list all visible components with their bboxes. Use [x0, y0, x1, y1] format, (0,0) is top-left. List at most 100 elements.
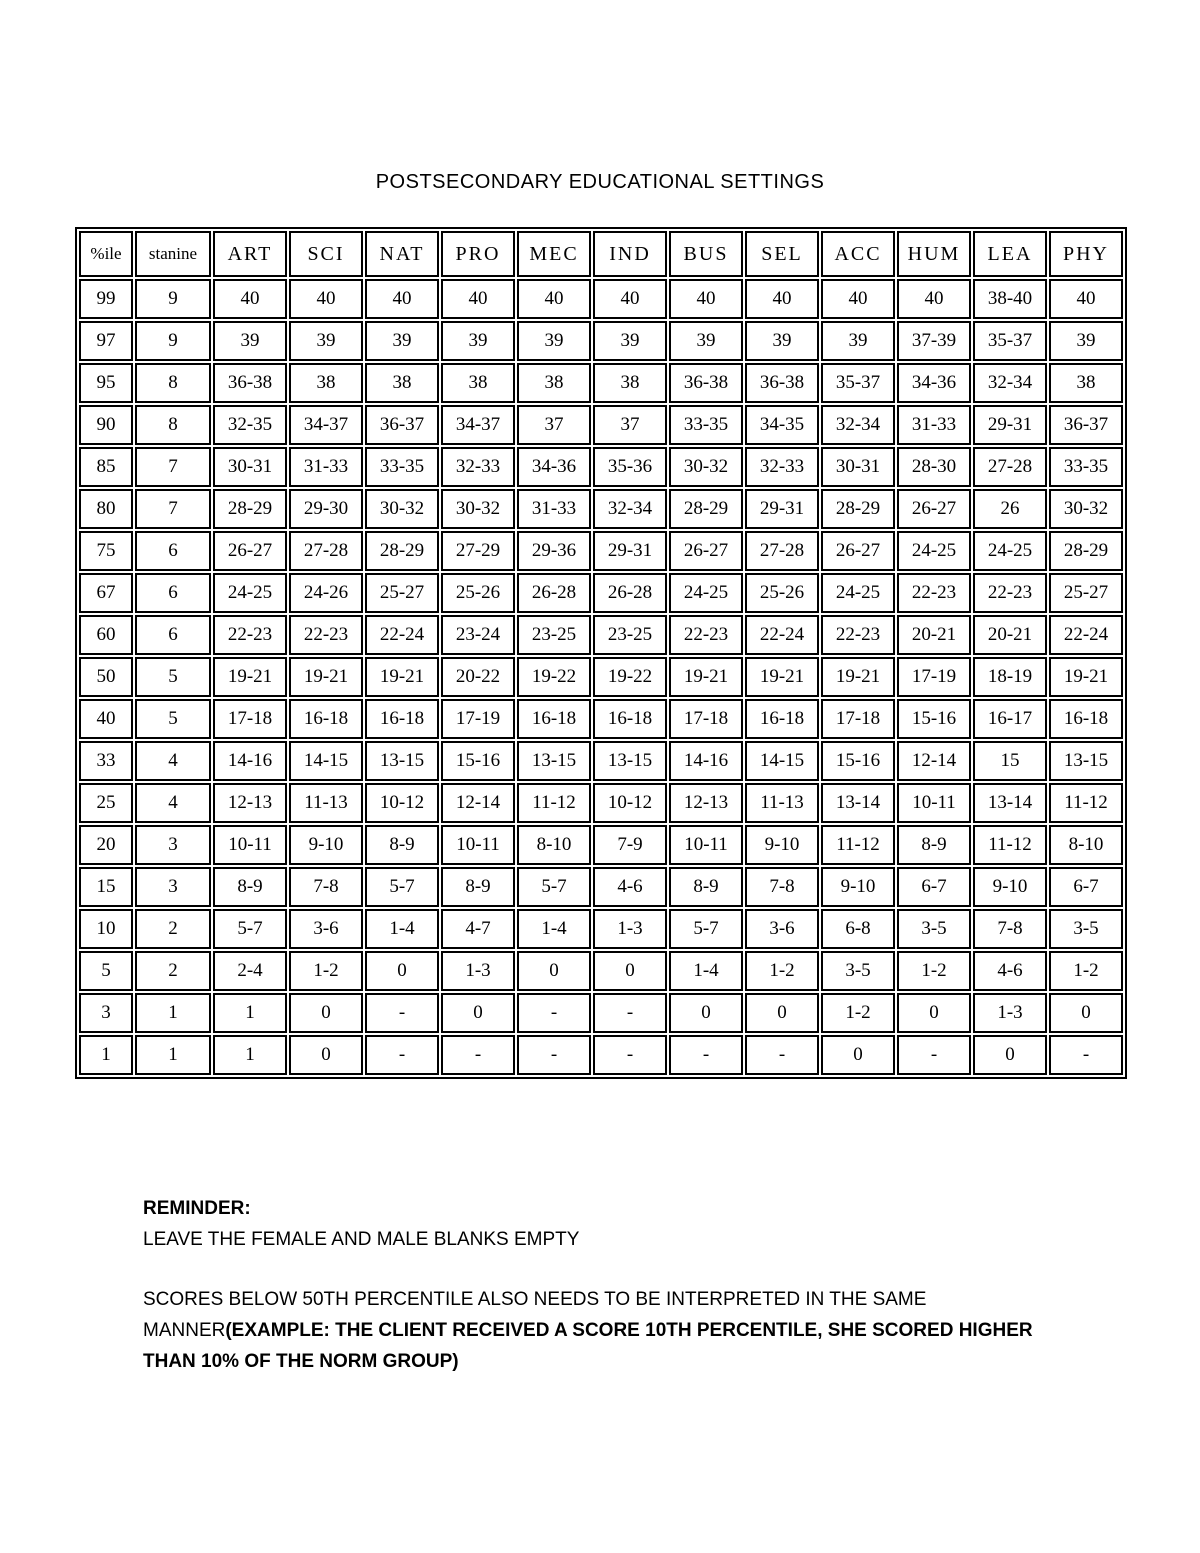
table-cell: 1: [135, 993, 211, 1033]
table-cell: 36-38: [669, 363, 743, 403]
table-cell: 19-21: [669, 657, 743, 697]
page-title: POSTSECONDARY EDUCATIONAL SETTINGS: [375, 171, 825, 193]
table-cell: 26-27: [213, 531, 287, 571]
table-cell: 6-7: [1049, 867, 1123, 907]
table-cell: 30-32: [365, 489, 439, 529]
table-cell: 11-12: [1049, 783, 1123, 823]
column-header: ART: [213, 231, 287, 277]
table-row: 25 4 12-13 11-13 10-12 12-14 11-12 10-12 12-13 11…: [79, 783, 1123, 823]
table-cell: 39: [441, 321, 515, 361]
table-cell: 35-36: [593, 447, 667, 487]
table-cell: 22-23: [897, 573, 971, 613]
table-cell: 8-9: [213, 867, 287, 907]
table-cell: 12-14: [441, 783, 515, 823]
table-cell: 22-24: [1049, 615, 1123, 655]
table-cell: 19-21: [745, 657, 819, 697]
table-cell: 23-25: [517, 615, 591, 655]
table-row: 97 9 39 39 39 39 39 39 39 39 39 37-39 35-37 39: [79, 321, 1123, 361]
table-cell: 35-37: [821, 363, 895, 403]
table-cell: 16-18: [365, 699, 439, 739]
table-cell: 25-27: [365, 573, 439, 613]
table-cell: 26: [973, 489, 1047, 529]
table-cell: 5: [135, 657, 211, 697]
table-cell: -: [593, 993, 667, 1033]
table-cell: 26-27: [897, 489, 971, 529]
table-cell: 8-9: [365, 825, 439, 865]
table-cell: 26-28: [517, 573, 591, 613]
table-cell: 18-19: [973, 657, 1047, 697]
table-cell: 8: [135, 363, 211, 403]
table-cell: 16-18: [593, 699, 667, 739]
table-cell: 3-5: [1049, 909, 1123, 949]
table-row: 60 6 22-23 22-23 22-24 23-24 23-25 23-25 22-23 22…: [79, 615, 1123, 655]
column-header: HUM: [897, 231, 971, 277]
table-cell: 7-8: [973, 909, 1047, 949]
column-header: PRO: [441, 231, 515, 277]
table-cell: 9-10: [745, 825, 819, 865]
table-cell: 16-18: [1049, 699, 1123, 739]
table-row: 5 2 2-4 1-2 0 1-3 0 0 1-4 1-2 3-5 1-2 4-6 1-2: [79, 951, 1123, 991]
table-cell: 31-33: [897, 405, 971, 445]
table-cell: 38: [1049, 363, 1123, 403]
table-cell: 0: [821, 1035, 895, 1075]
table-cell: 40: [365, 279, 439, 319]
table-cell: 35-37: [973, 321, 1047, 361]
table-cell: 29-31: [745, 489, 819, 529]
table-cell: -: [1049, 1035, 1123, 1075]
table-cell: 22-23: [213, 615, 287, 655]
table-cell: 1: [79, 1035, 133, 1075]
table-cell: 3-5: [821, 951, 895, 991]
table-row: 3 1 1 0-0- -0 0 1-2 0 1-3 0: [79, 993, 1123, 1033]
table-cell: 9-10: [289, 825, 363, 865]
table-cell: 28-29: [669, 489, 743, 529]
table-cell: 40: [897, 279, 971, 319]
table-cell: 17-18: [669, 699, 743, 739]
table-cell: 6-7: [897, 867, 971, 907]
table-cell: 8: [135, 405, 211, 445]
table-cell: 0: [897, 993, 971, 1033]
table-cell: 4: [135, 783, 211, 823]
table-cell: 0: [289, 1035, 363, 1075]
table-cell: 97: [79, 321, 133, 361]
table-cell: 1-4: [669, 951, 743, 991]
table-row: 95 8 36-38 38 38 38 38 38 36-38 36-38 35-37 34-36 32…: [79, 363, 1123, 403]
table-cell: 3: [135, 867, 211, 907]
table-cell: 13-15: [1049, 741, 1123, 781]
table-cell: 25-27: [1049, 573, 1123, 613]
reminder-text: LEAVE THE FEMALE AND MALE BLANKS EMPTY: [143, 1229, 580, 1250]
table-row: 85 7 30-31 31-33 33-35 32-33 34-36 35-36 30-32 32…: [79, 447, 1123, 487]
table-cell: 1-2: [745, 951, 819, 991]
table-cell: 7-8: [289, 867, 363, 907]
table-cell: 10-11: [441, 825, 515, 865]
table-cell: 16-18: [517, 699, 591, 739]
table-cell: 8-9: [669, 867, 743, 907]
table-cell: 22-23: [821, 615, 895, 655]
table-cell: 25-26: [745, 573, 819, 613]
table-cell: 8-9: [441, 867, 515, 907]
table-cell: 95: [79, 363, 133, 403]
table-cell: 40: [821, 279, 895, 319]
column-header: MEC: [517, 231, 591, 277]
table-cell: 37: [517, 405, 591, 445]
table-cell: 33-35: [1049, 447, 1123, 487]
table-cell: 40: [213, 279, 287, 319]
table-cell: 30-32: [669, 447, 743, 487]
table-cell: -: [441, 1035, 515, 1075]
table-cell: 38-40: [973, 279, 1047, 319]
table-cell: 24-26: [289, 573, 363, 613]
table-row: 20 3 10-11 9-10 8-9 10-11 8-10 7-9 10-11 9-10 11-1…: [79, 825, 1123, 865]
table-cell: 12-14: [897, 741, 971, 781]
table-row: 50 5 19-21 19-21 19-21 20-22 19-22 19-22 19-21 19…: [79, 657, 1123, 697]
table-cell: 28-29: [213, 489, 287, 529]
table-cell: 13-14: [821, 783, 895, 823]
table-cell: 1-4: [365, 909, 439, 949]
table-cell: 0: [1049, 993, 1123, 1033]
table-cell: 26-27: [669, 531, 743, 571]
table-cell: 10-11: [897, 783, 971, 823]
table-cell: 60: [79, 615, 133, 655]
table-cell: 4-7: [441, 909, 515, 949]
table-cell: 32-35: [213, 405, 287, 445]
table-cell: 11-12: [821, 825, 895, 865]
table-cell: 5: [79, 951, 133, 991]
